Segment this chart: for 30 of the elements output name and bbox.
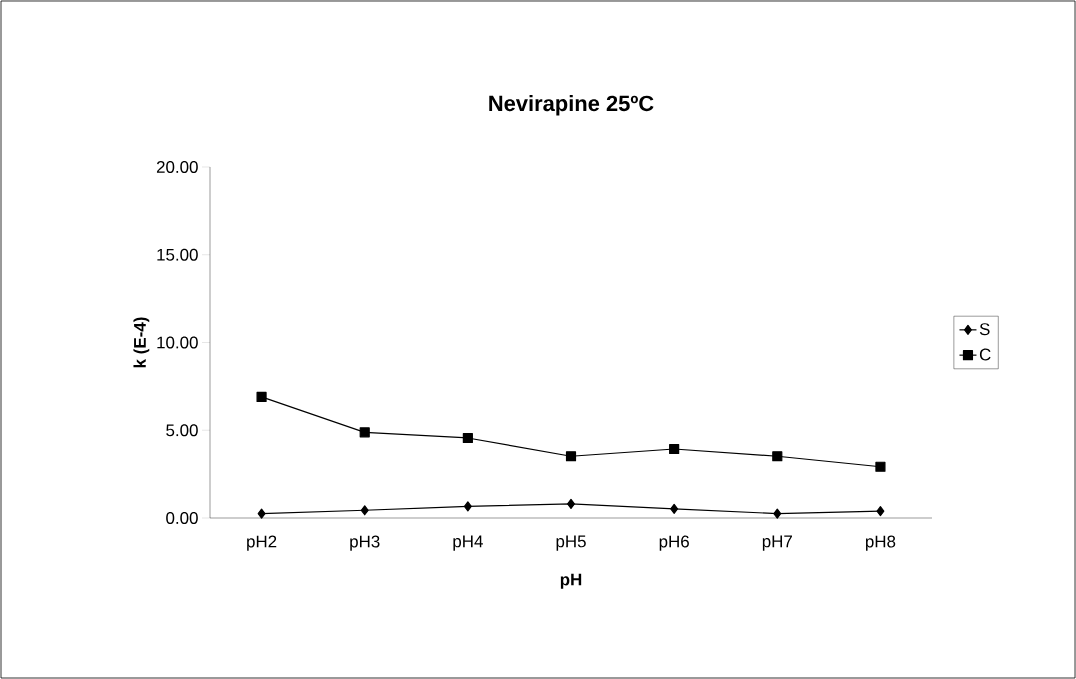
point: [875, 461, 886, 472]
y-axis-title: k (E-4): [133, 317, 150, 368]
point: [360, 505, 369, 516]
point: [565, 451, 577, 462]
y-tick-label: 20.00: [156, 161, 198, 173]
point: [463, 501, 472, 512]
point: [876, 506, 885, 517]
x-tick-label: pH6: [659, 535, 689, 551]
point: [773, 508, 782, 519]
x-tick-label: pH5: [556, 535, 586, 551]
x-tick-label: pH2: [247, 535, 277, 551]
point: [257, 508, 266, 519]
x-tick-label: pH7: [762, 535, 792, 551]
x-tick-label: pH4: [453, 535, 483, 551]
y-tick-label: 5.00: [166, 424, 198, 437]
chart-title: Nevirapine 25ºC: [489, 95, 654, 116]
point: [256, 391, 267, 402]
point: [669, 443, 680, 455]
x-axis-title: pH: [560, 573, 582, 589]
y-tick-label: 15.00: [157, 248, 198, 261]
legend-label: S: [979, 323, 990, 336]
y-tick-label: 0.00: [166, 512, 198, 524]
point: [359, 427, 370, 438]
x-tick-label: pH3: [350, 535, 380, 551]
legend-label: C: [979, 348, 991, 361]
point: [462, 432, 473, 444]
point: [772, 451, 783, 462]
x-tick-label: pH8: [866, 535, 896, 551]
y-tick-label: 10.00: [157, 336, 198, 349]
point: [670, 503, 679, 514]
